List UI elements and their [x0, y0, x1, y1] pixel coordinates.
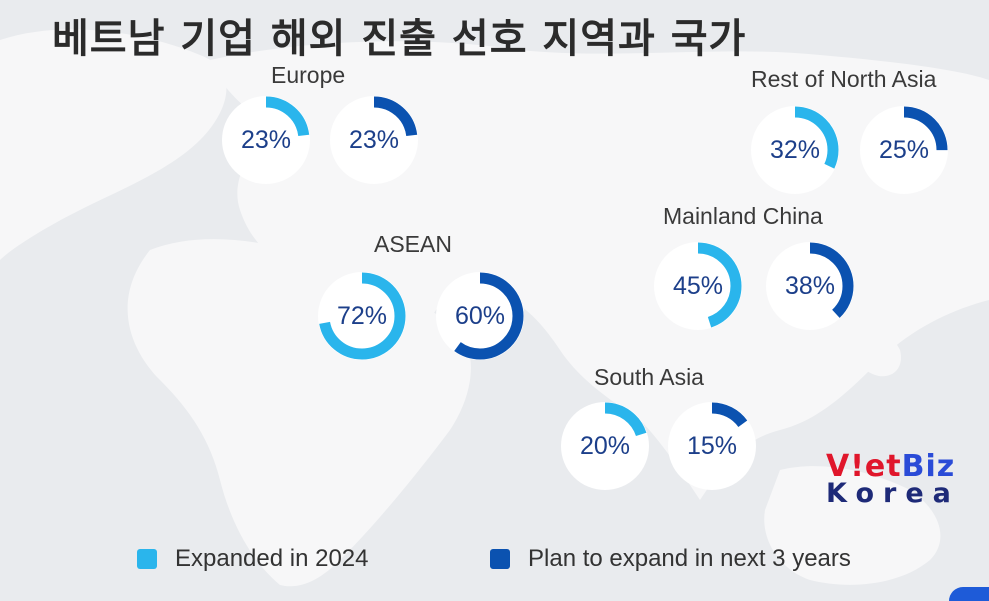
donut-arc-plan	[330, 96, 418, 184]
legend-item-expanded: Expanded in 2024	[137, 545, 369, 573]
donut-disc	[318, 272, 406, 360]
donut-arc-expanded	[222, 96, 310, 184]
legend-label-expanded: Expanded in 2024	[175, 545, 369, 572]
donut-plan: 60%	[436, 272, 524, 360]
donut-arc-expanded	[561, 402, 649, 490]
donut-arc-expanded	[654, 242, 742, 330]
donut-disc	[751, 106, 839, 194]
donut-value-label: 23%	[348, 125, 400, 154]
donut-value-label: 72%	[336, 301, 388, 330]
donut-value-label: 23%	[240, 125, 292, 154]
logo-bottom-line: Korea	[826, 478, 960, 509]
donut-arc-plan	[668, 402, 756, 490]
region-label: Mainland China	[663, 203, 823, 229]
donut-arc-plan	[766, 242, 854, 330]
donut-expanded: 72%	[318, 272, 406, 360]
corner-accent	[949, 587, 989, 601]
donut-disc	[860, 106, 948, 194]
donut-plan: 38%	[766, 242, 854, 330]
donut-plan: 25%	[860, 106, 948, 194]
donut-expanded: 23%	[222, 96, 310, 184]
donut-value-label: 25%	[878, 135, 930, 164]
donut-expanded: 20%	[561, 402, 649, 490]
region-label: Rest of North Asia	[751, 66, 937, 92]
donut-plan: 23%	[330, 96, 418, 184]
donut-value-label: 32%	[769, 135, 821, 164]
donut-value-label: 20%	[579, 431, 631, 460]
donut-value-label: 38%	[784, 271, 836, 300]
vietbiz-korea-logo: V!etBiz Korea	[826, 449, 966, 509]
region-label: Europe	[271, 62, 346, 88]
donut-expanded: 45%	[654, 242, 742, 330]
donut-arc-expanded	[751, 106, 839, 194]
donut-arc-plan	[860, 106, 948, 194]
donut-value-label: 15%	[686, 431, 738, 460]
legend-item-plan: Plan to expand in next 3 years	[490, 545, 851, 573]
logo-top-line: V!etBiz	[826, 449, 956, 484]
legend-label-plan: Plan to expand in next 3 years	[528, 545, 851, 572]
legend-swatch-plan	[490, 549, 510, 569]
donut-value-label: 60%	[454, 301, 506, 330]
donut-disc	[330, 96, 418, 184]
donut-disc	[222, 96, 310, 184]
donut-disc	[654, 242, 742, 330]
donut-expanded: 32%	[751, 106, 839, 194]
legend-swatch-expanded	[137, 549, 157, 569]
page-title: 베트남 기업 해외 진출 선호 지역과 국가	[52, 16, 747, 62]
region-label: South Asia	[594, 364, 704, 390]
donut-value-label: 45%	[672, 271, 724, 300]
donut-arc-plan	[436, 272, 524, 360]
region-label: ASEAN	[374, 231, 452, 257]
donut-disc	[668, 402, 756, 490]
donut-disc	[561, 402, 649, 490]
donut-arc-expanded	[318, 272, 406, 360]
donut-disc	[436, 272, 524, 360]
donut-plan: 15%	[668, 402, 756, 490]
donut-disc	[766, 242, 854, 330]
